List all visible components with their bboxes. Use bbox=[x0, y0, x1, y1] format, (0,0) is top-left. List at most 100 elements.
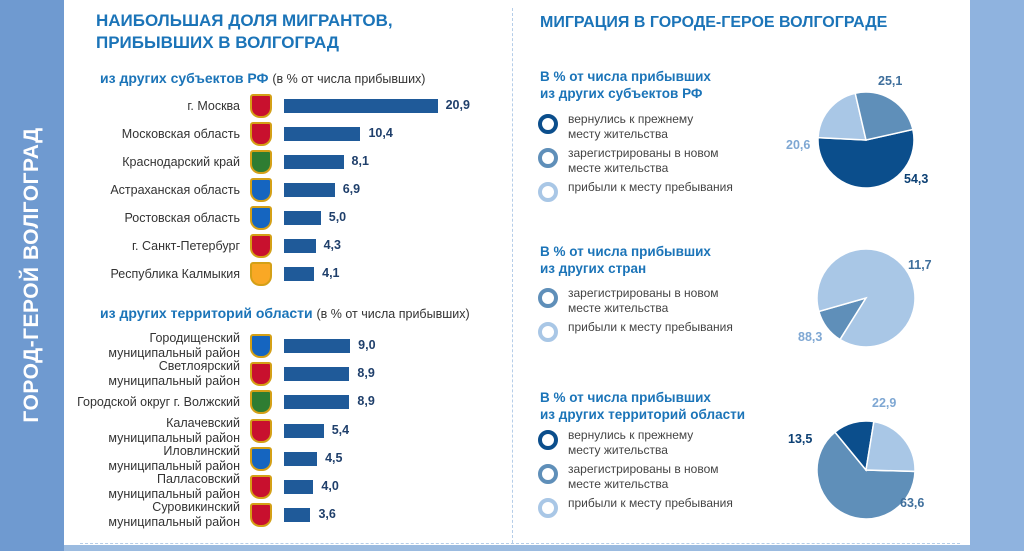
pie-chart bbox=[816, 420, 916, 520]
pie-value-label: 54,3 bbox=[904, 172, 929, 186]
legend-ring-icon bbox=[538, 114, 558, 134]
bar-category-label: Московская область bbox=[122, 127, 240, 142]
legend-label-line: прибыли к месту пребывания bbox=[568, 320, 733, 334]
left-side-band bbox=[0, 0, 64, 551]
pie-value-label: 13,5 bbox=[788, 432, 813, 446]
bar bbox=[284, 99, 438, 113]
coat-of-arms-icon bbox=[250, 150, 272, 174]
bar-category-label-line: Ростовская область bbox=[124, 210, 241, 225]
bar-category-label-line: Палласовский bbox=[156, 472, 240, 486]
pie-chart bbox=[817, 91, 915, 189]
pie-slice bbox=[816, 248, 916, 348]
pie-title-line2: из других территорий области bbox=[540, 407, 746, 422]
pie-value-label: 20,6 bbox=[786, 138, 811, 152]
legend-ring-icon bbox=[538, 430, 558, 450]
bar-chart-2-subtitle-note: (в % от числа прибывших) bbox=[316, 307, 470, 321]
legend-label-line: прибыли к месту пребывания bbox=[568, 496, 733, 510]
bar-category-label-line: Астраханская область bbox=[110, 182, 240, 197]
bar-category-label: Палласовский муниципальный район bbox=[108, 472, 240, 502]
bar bbox=[284, 155, 344, 169]
pie-title-line2: из других стран bbox=[540, 261, 647, 276]
coat-of-arms-icon bbox=[250, 503, 272, 527]
left-title-line1: НАИБОЛЬШАЯ ДОЛЯ МИГРАНТОВ, bbox=[96, 11, 393, 30]
bar-category-label-line: муниципальный район bbox=[108, 487, 240, 501]
bar-category-label-line: г. Москва bbox=[187, 98, 240, 113]
right-side-band bbox=[970, 0, 1024, 551]
legend-label: прибыли к месту пребывания bbox=[568, 180, 733, 195]
legend-label: зарегистрированы в новом месте жительства bbox=[568, 146, 719, 176]
bar-category-label: Калачевский муниципальный район bbox=[108, 416, 240, 446]
pie-title: В % от числа прибывших из других территор… bbox=[540, 389, 745, 423]
legend-label-line: месте жительства bbox=[568, 477, 669, 491]
bar-category-label: Краснодарский край bbox=[122, 155, 240, 170]
coat-of-arms-icon bbox=[250, 234, 272, 258]
legend-ring-icon bbox=[538, 182, 558, 202]
pie-value-label: 25,1 bbox=[878, 74, 903, 88]
bar bbox=[284, 211, 321, 225]
legend-label-line: прибыли к месту пребывания bbox=[568, 180, 733, 194]
legend-label: зарегистрированы в новом месте жительства bbox=[568, 462, 719, 492]
legend-label: вернулись к прежнему месту жительства bbox=[568, 428, 693, 458]
bar-category-label: Астраханская область bbox=[110, 183, 240, 198]
legend-label-line: вернулись к прежнему bbox=[568, 112, 694, 126]
pie-title: В % от числа прибывших из других субъекто… bbox=[540, 68, 711, 102]
bar-value-label: 6,9 bbox=[342, 182, 361, 196]
bar-chart-1-subtitle-note: (в % от числа прибывших) bbox=[272, 72, 426, 86]
bar-chart-2-subtitle: из других территорий области (в % от чис… bbox=[100, 305, 470, 321]
coat-of-arms-icon bbox=[250, 475, 272, 499]
legend-ring-icon bbox=[538, 464, 558, 484]
bar bbox=[284, 183, 335, 197]
coat-of-arms-icon bbox=[250, 447, 272, 471]
pie-value-label: 63,6 bbox=[900, 496, 925, 510]
left-title-line2: ПРИБЫВШИХ В ВОЛГОГРАД bbox=[96, 33, 339, 52]
legend-label-line: зарегистрированы в новом bbox=[568, 462, 719, 476]
pie-slice bbox=[817, 92, 867, 141]
bar-value-label: 8,9 bbox=[357, 366, 375, 380]
bar-category-label: Городской округ г. Волжский bbox=[77, 395, 240, 410]
bar-category-label-line: Республика Калмыкия bbox=[110, 266, 240, 281]
bar-chart-1-subtitle-bold: из других субъектов РФ bbox=[100, 70, 269, 86]
bar bbox=[284, 480, 314, 494]
bar-category-label: Городищенский муниципальный район bbox=[108, 331, 240, 361]
coat-of-arms-icon bbox=[250, 122, 272, 146]
bar-value-label: 8,1 bbox=[351, 154, 369, 168]
pie-title-line1: В % от числа прибывших bbox=[540, 390, 711, 405]
bar bbox=[284, 339, 351, 353]
coat-of-arms-icon bbox=[250, 362, 272, 386]
legend-label: прибыли к месту пребывания bbox=[568, 320, 733, 335]
bar-category-label-line: муниципальный район bbox=[108, 431, 240, 445]
bar-value-label: 5,0 bbox=[328, 210, 347, 224]
column-divider bbox=[512, 8, 513, 543]
legend-label-line: месту жительства bbox=[568, 127, 668, 141]
legend-ring-icon bbox=[538, 498, 558, 518]
bar-category-label-line: г. Санкт-Петербург bbox=[131, 238, 240, 253]
bar-category-label-line: Калачевский bbox=[166, 416, 240, 430]
legend-label-line: зарегистрированы в новом bbox=[568, 286, 719, 300]
bar-category-label: Светлоярский муниципальный район bbox=[108, 359, 240, 389]
coat-of-arms-icon bbox=[250, 419, 272, 443]
pie-value-label: 11,7 bbox=[908, 258, 932, 272]
coat-of-arms-icon bbox=[250, 94, 272, 118]
bar-chart-2-subtitle-bold: из других территорий области bbox=[100, 305, 313, 321]
legend-label-line: вернулись к прежнему bbox=[568, 428, 694, 442]
bar-category-label-line: Московская область bbox=[121, 126, 240, 141]
bar bbox=[284, 367, 350, 381]
legend-label: прибыли к месту пребывания bbox=[568, 496, 733, 511]
bar-category-label-line: Городищенский bbox=[149, 331, 240, 345]
bar-category-label-line: Суровикинский bbox=[152, 500, 240, 514]
coat-of-arms-icon bbox=[250, 178, 272, 202]
bar bbox=[284, 127, 361, 141]
pie-slice bbox=[816, 431, 916, 520]
bar-category-label: Суровикинский муниципальный район bbox=[108, 500, 240, 530]
legend-label-line: месту жительства bbox=[568, 443, 668, 457]
bar bbox=[284, 395, 350, 409]
bar-category-label-line: муниципальный район bbox=[108, 515, 240, 529]
bar-category-label-line: Городской округ г. Волжский bbox=[77, 394, 240, 409]
bar-value-label: 4,5 bbox=[325, 451, 343, 465]
pie-title-line1: В % от числа прибывших bbox=[540, 244, 711, 259]
pie-title-line1: В % от числа прибывших bbox=[540, 69, 711, 84]
bar-category-label-line: муниципальный район bbox=[108, 346, 240, 360]
bar bbox=[284, 239, 316, 253]
bar-category-label-line: Краснодарский край bbox=[122, 154, 240, 169]
coat-of-arms-icon bbox=[250, 206, 272, 230]
